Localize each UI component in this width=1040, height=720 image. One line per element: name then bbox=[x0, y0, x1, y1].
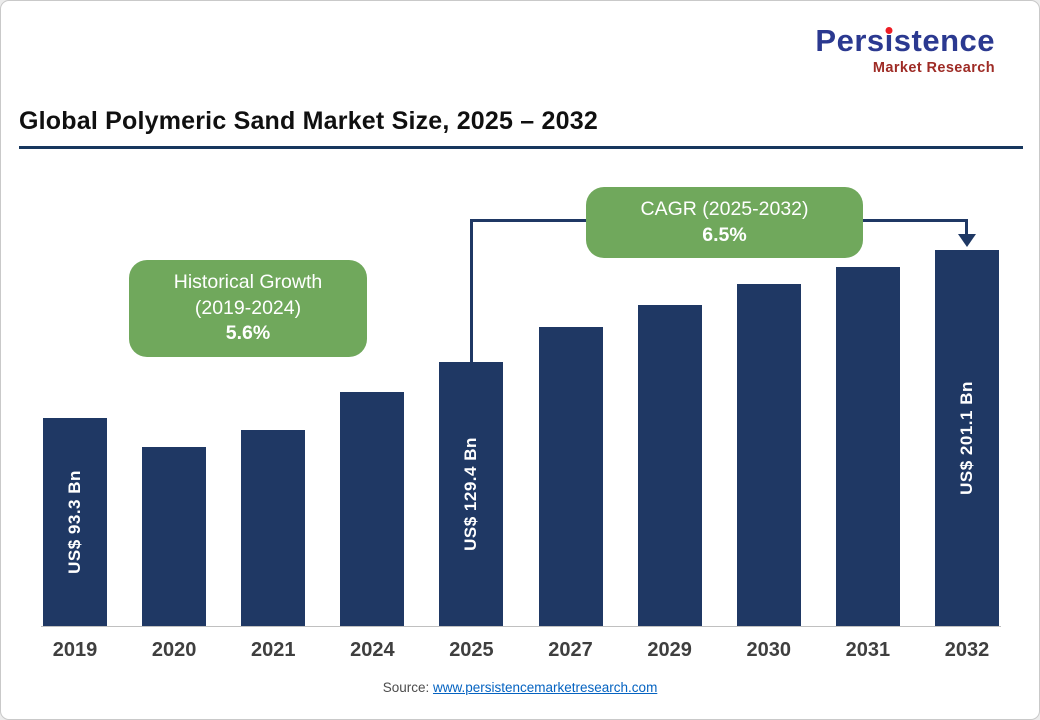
x-axis-label: 2024 bbox=[350, 639, 395, 661]
x-axis-label: 2021 bbox=[250, 639, 296, 661]
historical-growth-callout: Historical Growth (2019-2024) 5.6% bbox=[129, 260, 367, 358]
chart-bar-2024 bbox=[340, 392, 405, 626]
bar-value-label: US$ 129.4 Bn bbox=[461, 437, 481, 551]
chart-bar-2025: US$ 129.4 Bn bbox=[439, 362, 504, 626]
x-axis-label: 2030 bbox=[746, 639, 792, 661]
x-axis-labels: 2019 2020 2021 2024 2025 2027 2029 2030 2031 2032 bbox=[43, 639, 999, 662]
x-axis-label: 2029 bbox=[647, 639, 692, 661]
cagr-value: 6.5% bbox=[702, 223, 747, 246]
historical-growth-period: (2019-2024) bbox=[194, 296, 302, 319]
bars-container: US$ 93.3 Bn US$ 129.4 Bn US$ 201.1 Bn bbox=[43, 250, 999, 626]
brand-name-pre: Pers bbox=[815, 23, 885, 58]
bar-value-label: US$ 201.1 Bn bbox=[956, 381, 976, 495]
x-axis-label: 2019 bbox=[52, 639, 98, 661]
title-underline bbox=[19, 146, 1023, 149]
historical-growth-value: 5.6% bbox=[225, 322, 271, 345]
x-axis-label: 2027 bbox=[548, 639, 593, 661]
x-axis-label: 2020 bbox=[151, 639, 197, 661]
chart-bar-2030 bbox=[736, 284, 801, 626]
chart-bar-2031 bbox=[835, 267, 900, 626]
bar-value-label: US$ 93.3 Bn bbox=[65, 470, 84, 574]
source-link[interactable]: www.persistencemarketresearch.com bbox=[432, 680, 658, 695]
brand-i-red-dot-icon: ı bbox=[884, 23, 894, 58]
cagr-callout: CAGR (2025-2032) 6.5% bbox=[586, 187, 863, 259]
brand-name-post: stence bbox=[893, 23, 995, 58]
cagr-connector-vertical-left bbox=[470, 219, 473, 362]
chart-bar-2021 bbox=[241, 430, 306, 626]
brand-logo: Persıstence Market Research bbox=[815, 25, 995, 76]
brand-name: Persıstence bbox=[815, 25, 995, 56]
x-axis-label: 2025 bbox=[449, 639, 494, 661]
brand-subtitle: Market Research bbox=[872, 60, 995, 76]
source-label: Source: bbox=[382, 680, 430, 695]
cagr-connector-vertical-right bbox=[965, 219, 968, 236]
historical-growth-line1: Historical Growth bbox=[173, 271, 323, 293]
x-axis-line bbox=[41, 626, 1001, 627]
chart-bar-2029 bbox=[637, 305, 702, 626]
arrow-down-icon bbox=[958, 234, 976, 247]
chart-bar-2019: US$ 93.3 Bn bbox=[43, 418, 107, 626]
x-axis-label: 2031 bbox=[845, 639, 891, 661]
cagr-label: CAGR (2025-2032) bbox=[640, 198, 809, 220]
source-line: Source: www.persistencemarketresearch.co… bbox=[1, 680, 1039, 695]
chart-bar-2027 bbox=[538, 327, 603, 626]
x-axis-label: 2032 bbox=[944, 639, 990, 661]
page-title: Global Polymeric Sand Market Size, 2025 … bbox=[19, 107, 598, 135]
chart-bar-2032: US$ 201.1 Bn bbox=[934, 250, 999, 626]
chart-bar-2020 bbox=[142, 447, 207, 626]
